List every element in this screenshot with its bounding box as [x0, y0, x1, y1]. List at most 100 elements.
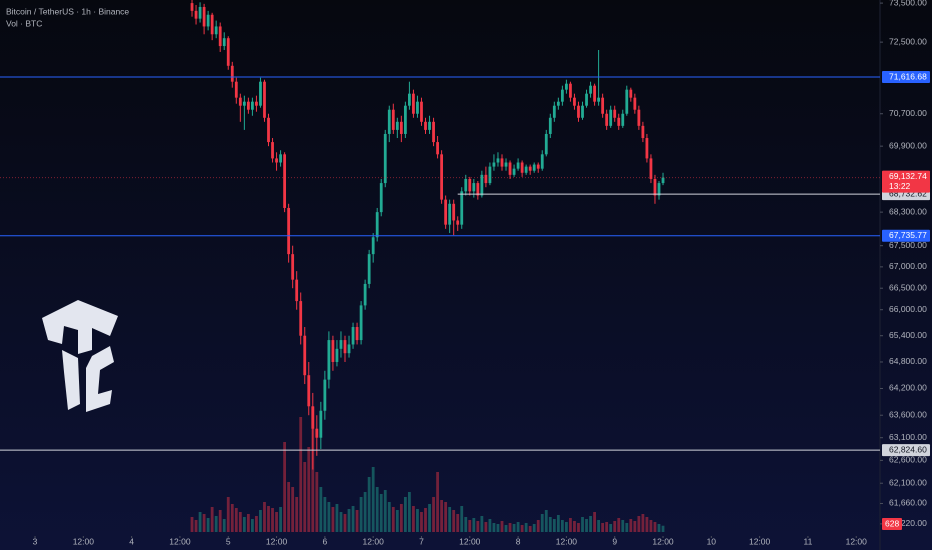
candle-body	[548, 117, 552, 134]
candle-body	[391, 109, 395, 130]
level-label: 62,824.60	[889, 444, 927, 454]
volume-bar	[508, 523, 512, 532]
volume-bar	[271, 508, 274, 532]
level-label: 71,616.68	[889, 71, 927, 81]
x-tick-label: 7	[419, 536, 424, 546]
volume-bar	[512, 524, 516, 532]
volume-bar	[375, 487, 379, 532]
volume-bar	[255, 516, 258, 532]
x-tick-label: 8	[516, 536, 521, 546]
volume-bar	[412, 506, 415, 532]
x-tick-label: 12:00	[556, 536, 578, 546]
candle-body	[363, 283, 367, 306]
volume-bar	[464, 517, 468, 532]
y-tick-label: 62,100.00	[889, 477, 927, 487]
x-tick-label: 12:00	[363, 536, 385, 546]
volume-bar	[585, 519, 588, 532]
candle-body	[484, 174, 488, 184]
candle-body	[246, 101, 250, 110]
candle-body	[412, 93, 415, 114]
volume-bar	[641, 514, 645, 532]
volume-bar	[552, 519, 556, 532]
volume-bar	[424, 508, 427, 532]
volume-bar	[609, 524, 613, 532]
volume-bar	[613, 521, 617, 532]
candle-body	[456, 220, 460, 225]
candle-body	[343, 340, 347, 354]
volume-bar	[645, 517, 649, 532]
volume-bar	[327, 502, 331, 532]
candle-body	[399, 121, 403, 134]
y-tick-label: 69,900.00	[889, 140, 927, 150]
x-tick-label: 12:00	[266, 536, 288, 546]
volume-bar	[532, 524, 536, 532]
candle-body	[416, 101, 419, 114]
candle-body	[323, 379, 327, 411]
candle-body	[609, 109, 613, 126]
volume-bar	[371, 467, 375, 532]
volume-bar	[460, 506, 464, 532]
volume-bar	[536, 520, 540, 532]
volume-bar	[238, 512, 242, 532]
y-tick-label: 68,300.00	[889, 206, 927, 216]
volume-bar	[307, 447, 311, 532]
volume-bar	[323, 497, 327, 532]
candle-body	[633, 97, 637, 110]
candle-body	[335, 348, 339, 362]
x-tick-label: 6	[323, 536, 328, 546]
candle-body	[637, 109, 641, 126]
candle-body	[593, 85, 596, 102]
volume-bar	[605, 522, 609, 532]
candle-body	[251, 101, 254, 110]
candle-body	[621, 113, 625, 126]
candle-body	[359, 305, 363, 341]
volume-bar	[359, 497, 363, 532]
candle-body	[303, 335, 307, 376]
volume-bar	[367, 477, 371, 532]
volume-bar	[218, 510, 222, 532]
volume-bar	[355, 510, 359, 532]
volume-legend: Vol · BTC	[6, 18, 42, 28]
volume-bar	[617, 518, 621, 532]
volume-bar	[444, 502, 448, 532]
candle-body	[210, 14, 214, 35]
candle-body	[625, 89, 629, 114]
candle-layer	[190, 0, 665, 470]
volume-bar	[436, 472, 439, 532]
candle-body	[468, 178, 472, 192]
volume-bar	[395, 510, 399, 532]
volume-bar	[351, 506, 355, 532]
volume-bar	[391, 507, 395, 532]
candle-body	[291, 254, 295, 280]
candle-body	[432, 121, 435, 143]
candle-body	[444, 199, 448, 225]
volume-bar	[516, 522, 520, 532]
candle-body	[524, 166, 528, 173]
level-label-box	[882, 229, 930, 242]
volume-bar	[440, 500, 444, 532]
volume-bar	[331, 507, 335, 532]
y-tick-label: 64,200.00	[889, 383, 927, 393]
candle-body	[661, 177, 665, 184]
volume-bar	[379, 494, 383, 532]
volume-bar	[524, 523, 528, 532]
candle-body	[544, 133, 548, 155]
volume-bar	[339, 512, 343, 532]
candle-body	[480, 174, 484, 196]
volume-bar	[432, 497, 435, 532]
candle-body	[395, 121, 399, 130]
volume-bar	[416, 509, 419, 532]
volume-label: 628	[885, 518, 899, 528]
volume-bar	[428, 504, 431, 532]
volume-bar	[403, 497, 407, 532]
y-tick-label: 70,700.00	[889, 108, 927, 118]
candle-body	[605, 113, 609, 126]
y-tick-label: 61,220.00	[889, 518, 927, 528]
candle-body	[267, 117, 270, 143]
volume-bar	[198, 512, 202, 532]
volume-bar	[540, 514, 544, 532]
candle-body	[601, 97, 605, 114]
volume-bar	[234, 508, 238, 532]
candle-body	[271, 142, 274, 159]
